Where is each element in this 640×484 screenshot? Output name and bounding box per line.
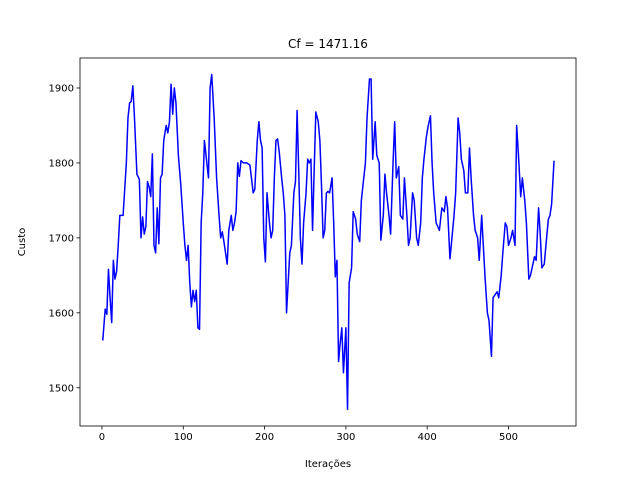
plot-frame xyxy=(79,57,577,427)
x-tick-label: 500 xyxy=(499,432,518,443)
x-tick-label: 0 xyxy=(99,432,105,443)
y-tick-label: 1800 xyxy=(49,158,74,169)
y-tick-label: 1600 xyxy=(49,308,74,319)
chart-title: Cf = 1471.16 xyxy=(288,37,368,51)
y-tick-label: 1700 xyxy=(49,233,74,244)
x-tick-label: 100 xyxy=(174,432,193,443)
x-tick-label: 300 xyxy=(336,432,355,443)
x-axis-label: Iterações xyxy=(305,459,351,470)
x-tick-label: 400 xyxy=(418,432,437,443)
x-tick-label: 200 xyxy=(255,432,274,443)
y-tick-label: 1500 xyxy=(49,383,74,394)
y-tick-label: 1900 xyxy=(49,83,74,94)
data-line xyxy=(102,73,555,411)
y-axis-label: Custo xyxy=(17,228,28,257)
